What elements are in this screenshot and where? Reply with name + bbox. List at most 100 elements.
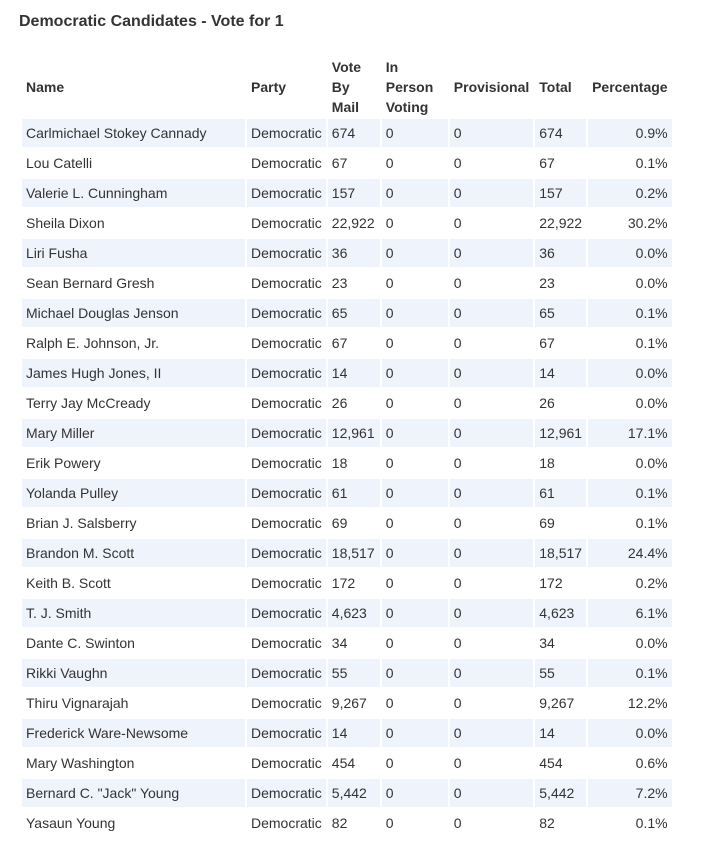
candidate-name-cell: Terry Jay McCready bbox=[26, 395, 151, 411]
table-row: Sheila Dixon Democratic 22,922 0 0 22,922 30.2… bbox=[22, 209, 672, 237]
candidate-name-cell: Yolanda Pulley bbox=[22, 479, 245, 507]
vote-by-mail-cell: 67 bbox=[331, 155, 348, 171]
in-person-cell: 0 bbox=[385, 815, 394, 831]
vote-by-mail-cell: 18 bbox=[331, 455, 348, 471]
party-cell: Democratic bbox=[251, 455, 322, 471]
table-row: Liri Fusha Democratic 36 0 0 36 0.0% bbox=[22, 239, 672, 267]
section-title: Democratic Candidates - Vote for 1 bbox=[19, 13, 284, 30]
total-cell: 55 bbox=[535, 659, 587, 687]
in-person-cell: 0 bbox=[381, 719, 448, 747]
total-cell: 67 bbox=[539, 335, 555, 351]
percentage-cell: 0.0% bbox=[635, 275, 668, 291]
candidate-name-cell: Dante C. Swinton bbox=[26, 635, 135, 651]
total-cell: 14 bbox=[535, 719, 587, 747]
provisional-cell: 0 bbox=[449, 599, 534, 627]
column-header-party: Party bbox=[251, 79, 287, 95]
candidate-name-cell: Michael Douglas Jenson bbox=[22, 299, 245, 327]
candidate-name-cell: Bernard C. "Jack" Young bbox=[22, 779, 245, 807]
table-row: Mary Miller Democratic 12,961 0 0 12,961 17.1% bbox=[22, 419, 672, 447]
provisional-cell: 0 bbox=[453, 575, 462, 591]
percentage-cell: 0.1% bbox=[635, 335, 668, 351]
table-header-row: Name Party Vote By Mail In Person Voting… bbox=[22, 57, 672, 117]
percentage-cell: 0.1% bbox=[588, 659, 672, 687]
provisional-cell: 0 bbox=[449, 419, 534, 447]
table-row: Sean Bernard Gresh Democratic 23 0 0 23 0.0% bbox=[22, 269, 672, 297]
percentage-cell: 0.0% bbox=[588, 359, 672, 387]
vote-by-mail-cell: 18,517 bbox=[327, 539, 380, 567]
total-cell: 4,623 bbox=[535, 599, 587, 627]
provisional-cell: 0 bbox=[453, 335, 462, 351]
total-cell: 454 bbox=[539, 755, 563, 771]
total-cell: 5,442 bbox=[535, 779, 587, 807]
total-cell: 18 bbox=[539, 455, 555, 471]
total-cell: 82 bbox=[539, 815, 555, 831]
table-row: Yasaun Young Democratic 82 0 0 82 0.1% bbox=[22, 809, 672, 837]
table-row: Dante C. Swinton Democratic 34 0 0 34 0.0% bbox=[22, 629, 672, 657]
table-row: Brian J. Salsberry Democratic 69 0 0 69 0.1% bbox=[22, 509, 672, 537]
percentage-cell: 0.2% bbox=[635, 575, 668, 591]
party-cell: Democratic bbox=[251, 635, 322, 651]
vote-by-mail-cell: 454 bbox=[331, 755, 356, 771]
provisional-cell: 0 bbox=[449, 539, 534, 567]
provisional-cell: 0 bbox=[449, 359, 534, 387]
total-cell: 674 bbox=[535, 119, 587, 147]
vote-by-mail-cell: 157 bbox=[327, 179, 380, 207]
provisional-cell: 0 bbox=[449, 719, 534, 747]
in-person-cell: 0 bbox=[385, 755, 394, 771]
table-row: James Hugh Jones, II Democratic 14 0 0 14 0.0% bbox=[22, 359, 672, 387]
table-row: Terry Jay McCready Democratic 26 0 0 26 0.0% bbox=[22, 389, 672, 417]
party-cell: Democratic bbox=[247, 359, 326, 387]
in-person-cell: 0 bbox=[385, 155, 394, 171]
candidate-name-cell: Valerie L. Cunningham bbox=[22, 179, 245, 207]
percentage-cell: 0.0% bbox=[588, 239, 672, 267]
party-cell: Democratic bbox=[251, 815, 322, 831]
in-person-cell: 0 bbox=[385, 575, 394, 591]
party-cell: Democratic bbox=[247, 599, 326, 627]
candidate-name-cell: Mary Miller bbox=[22, 419, 245, 447]
total-cell: 61 bbox=[535, 479, 587, 507]
candidate-name-cell: James Hugh Jones, II bbox=[22, 359, 245, 387]
provisional-cell: 0 bbox=[449, 179, 534, 207]
table-row: Carlmichael Stokey Cannady Democratic 674 0… bbox=[22, 119, 672, 147]
total-cell: 9,267 bbox=[539, 695, 575, 711]
percentage-cell: 0.1% bbox=[635, 155, 668, 171]
table-row: Bernard C. "Jack" Young Democratic 5,442 0 0… bbox=[22, 779, 672, 807]
vote-by-mail-cell: 23 bbox=[331, 275, 348, 291]
table-row: Erik Powery Democratic 18 0 0 18 0.0% bbox=[22, 449, 672, 477]
table-row: Frederick Ware-Newsome Democratic 14 0 0 14 0.… bbox=[22, 719, 672, 747]
table-row: Yolanda Pulley Democratic 61 0 0 61 0.1% bbox=[22, 479, 672, 507]
vote-by-mail-cell: 14 bbox=[327, 719, 380, 747]
total-cell: 26 bbox=[539, 395, 555, 411]
in-person-cell: 0 bbox=[381, 179, 448, 207]
total-cell: 14 bbox=[535, 359, 587, 387]
percentage-cell: 0.0% bbox=[588, 719, 672, 747]
in-person-cell: 0 bbox=[385, 395, 394, 411]
table-row: T. J. Smith Democratic 4,623 0 0 4,623 6.1% bbox=[22, 599, 672, 627]
total-cell: 18,517 bbox=[535, 539, 587, 567]
provisional-cell: 0 bbox=[449, 779, 534, 807]
in-person-cell: 0 bbox=[381, 779, 448, 807]
vote-by-mail-cell: 67 bbox=[331, 335, 348, 351]
in-person-cell: 0 bbox=[381, 239, 448, 267]
in-person-cell: 0 bbox=[385, 275, 394, 291]
vote-by-mail-cell: 674 bbox=[327, 119, 380, 147]
table-body: Carlmichael Stokey Cannady Democratic 674 0… bbox=[22, 119, 672, 837]
candidate-name-cell: Brandon M. Scott bbox=[22, 539, 245, 567]
vote-by-mail-cell: 22,922 bbox=[331, 215, 375, 231]
percentage-cell: 0.0% bbox=[635, 635, 668, 651]
table-row: Michael Douglas Jenson Democratic 65 0 0 65 0.… bbox=[22, 299, 672, 327]
provisional-cell: 0 bbox=[449, 299, 534, 327]
percentage-cell: 0.9% bbox=[588, 119, 672, 147]
candidate-name-cell: Thiru Vignarajah bbox=[26, 695, 129, 711]
total-cell: 23 bbox=[539, 275, 555, 291]
total-cell: 69 bbox=[539, 515, 555, 531]
candidate-name-cell: Erik Powery bbox=[26, 455, 101, 471]
in-person-cell: 0 bbox=[381, 479, 448, 507]
party-cell: Democratic bbox=[251, 335, 322, 351]
party-cell: Democratic bbox=[247, 299, 326, 327]
percentage-cell: 30.2% bbox=[627, 215, 668, 231]
provisional-cell: 0 bbox=[453, 275, 462, 291]
in-person-cell: 0 bbox=[385, 695, 394, 711]
candidate-name-cell: Ralph E. Johnson, Jr. bbox=[26, 335, 160, 351]
table-row: Valerie L. Cunningham Democratic 157 0 0 157 0… bbox=[22, 179, 672, 207]
